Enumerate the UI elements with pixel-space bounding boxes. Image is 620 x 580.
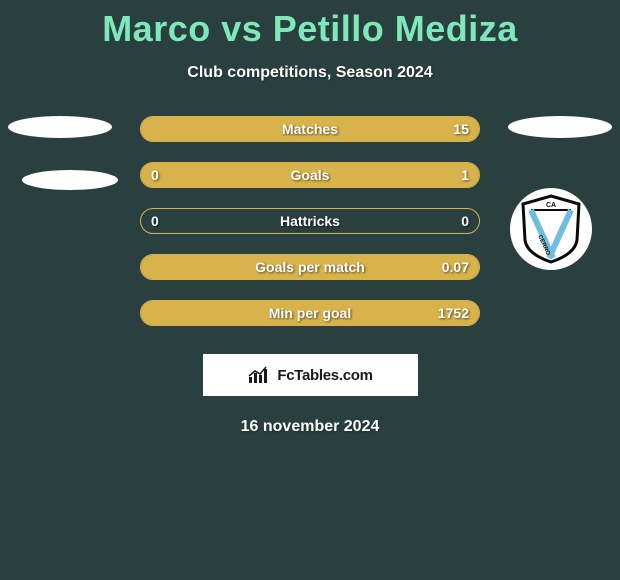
stat-right-value: 15: [453, 121, 469, 137]
stat-bar: Matches 15: [140, 116, 480, 142]
footer-date: 16 november 2024: [0, 418, 620, 436]
player-left-club-placeholder: [22, 170, 118, 190]
stat-bar: 0 Hattricks 0: [140, 208, 480, 234]
stat-bars: Matches 15 0 Goals 1 0 Hattricks 0 Goals per mat…: [140, 116, 480, 326]
player-right-avatar-placeholder: [508, 116, 612, 138]
stat-label: Matches: [282, 121, 338, 137]
stat-right-value: 1752: [438, 305, 469, 321]
svg-text:CA: CA: [546, 202, 556, 209]
club-cerro-shield-icon: CA CERRO: [519, 194, 583, 264]
bar-chart-icon: [247, 365, 271, 385]
stat-right-value: 0: [461, 213, 469, 229]
stat-bar: 0 Goals 1: [140, 162, 480, 188]
stat-left-value: 0: [151, 213, 159, 229]
stat-right-value: 0.07: [442, 259, 469, 275]
stat-left-value: 0: [151, 167, 159, 183]
stat-bar: Min per goal 1752: [140, 300, 480, 326]
stat-label: Goals per match: [255, 259, 365, 275]
stat-label: Hattricks: [280, 213, 340, 229]
attribution-badge: FcTables.com: [203, 354, 418, 396]
page-title: Marco vs Petillo Mediza: [0, 0, 620, 50]
player-right-club-logo: CA CERRO: [510, 188, 592, 270]
comparison-panel: CA CERRO Matches 15 0 Goals 1 0 Hattricks 0 Goal…: [0, 116, 620, 326]
stat-bar: Goals per match 0.07: [140, 254, 480, 280]
stat-right-value: 1: [461, 167, 469, 183]
stat-label: Min per goal: [269, 305, 351, 321]
page-subtitle: Club competitions, Season 2024: [0, 64, 620, 82]
stat-label: Goals: [291, 167, 330, 183]
player-left-avatar-placeholder: [8, 116, 112, 138]
attribution-text: FcTables.com: [277, 367, 372, 384]
